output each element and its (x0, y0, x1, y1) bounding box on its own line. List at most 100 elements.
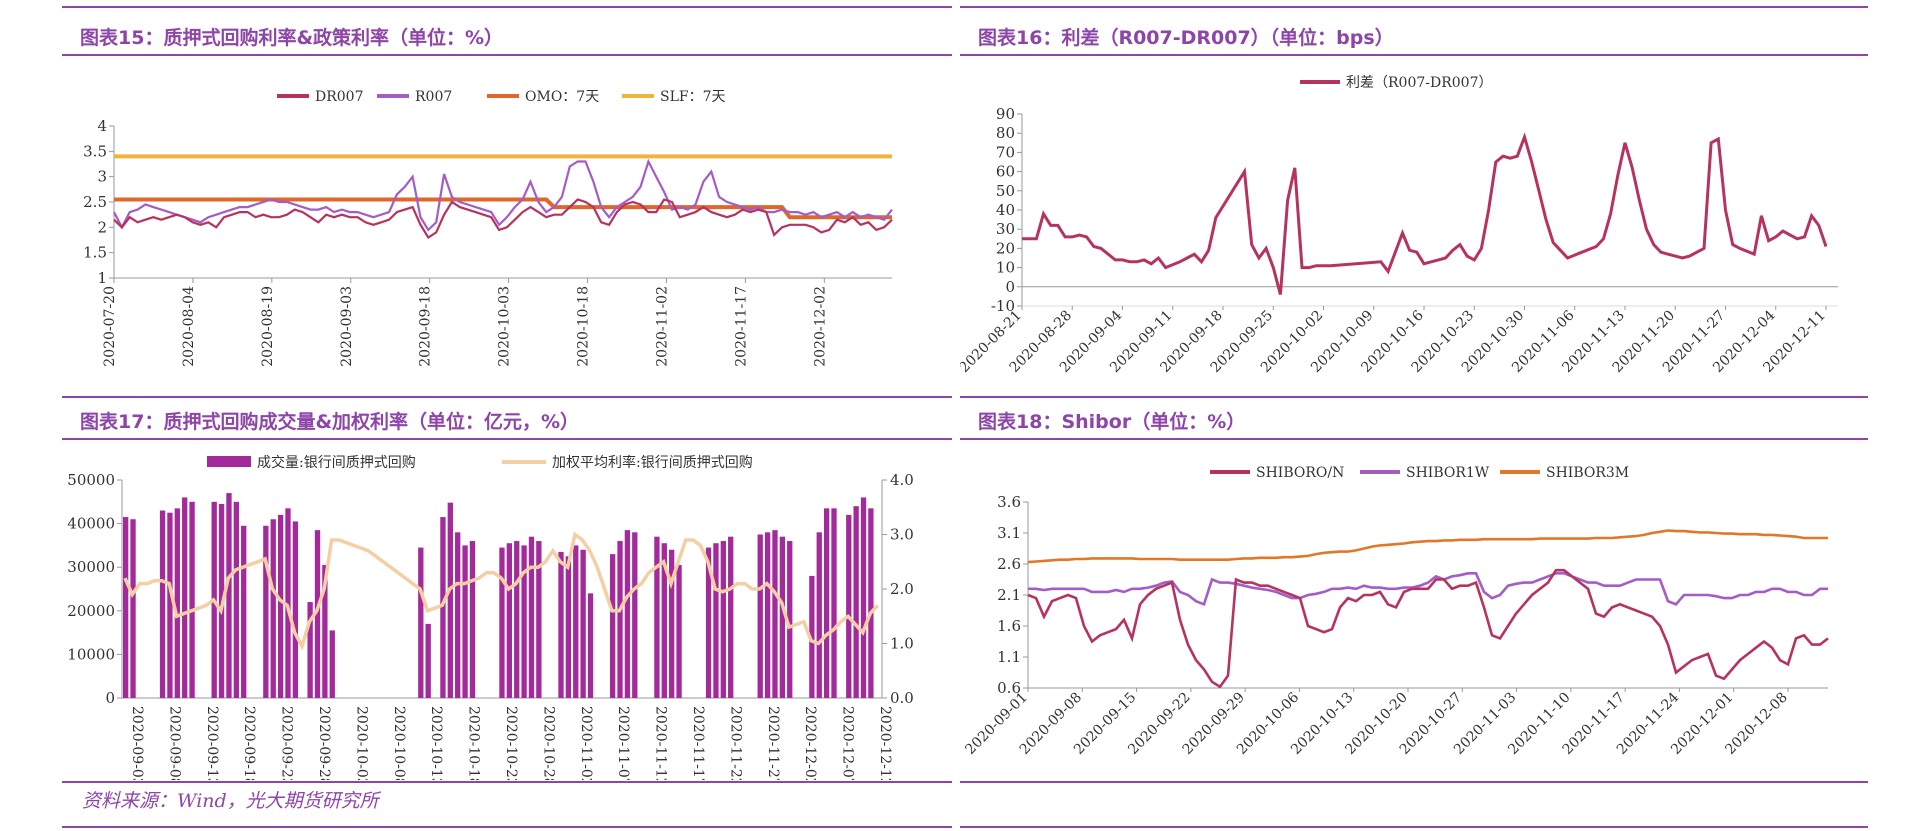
chart-17-bar (506, 543, 513, 698)
chart-16-legend-0-label: 利差（R007-DR007） (1346, 75, 1492, 91)
chart-17-bar (263, 525, 269, 698)
chart-17-bar (241, 525, 247, 698)
chart-17-xtick-label: 2020-09-03 (129, 706, 145, 780)
chart-17-bar (277, 514, 284, 698)
mid-rule-right (960, 396, 1868, 398)
chart-17-bar (189, 501, 195, 698)
chart-17-bar (314, 530, 321, 698)
chart-17-xtick-label: 2020-10-18 (466, 706, 482, 780)
chart-17-bar (462, 545, 468, 698)
chart-17-bar (757, 534, 763, 698)
footer-rule-right (960, 826, 1868, 828)
top-rule-right (960, 6, 1868, 8)
chart-17-bar (868, 508, 874, 698)
chart-17-bar (469, 541, 476, 698)
chart-15-series-1 (113, 158, 893, 232)
chart-17-yr-tick-label: 2.0 (890, 580, 914, 598)
chart-17-xtick-label: 2020-11-07 (615, 706, 631, 780)
chart-17-xtick-label: 2020-09-08 (166, 706, 182, 780)
chart-16-title: 图表16：利差（R007-DR007）（单位：bps） (978, 27, 1394, 49)
chart-17-xtick-label: 2020-11-02 (578, 706, 594, 780)
chart-17-bar (816, 532, 822, 698)
chart-17-title-rule (62, 438, 952, 440)
chart-17-bar (654, 536, 660, 698)
chart-17-bar (587, 593, 594, 698)
chart-15-y-tick-label: 1.5 (83, 244, 107, 262)
chart-17-bar (292, 521, 299, 698)
chart-17-title: 图表17：质押式回购成交量&加权利率（单位：亿元，%） (80, 411, 580, 433)
chart-15-y-tick-label: 3 (97, 168, 107, 186)
chart-16-y-tick-label: 50 (996, 182, 1015, 200)
chart-17-bottom-rule (62, 781, 952, 783)
chart-18-series-1 (1028, 572, 1828, 607)
chart-17-bar (226, 493, 232, 698)
chart-17-bar (720, 541, 726, 698)
chart-15-svg: DR007 R007 OMO：7天 SLF：7天43.532.521.512020-0… (83, 89, 893, 367)
chart-17-bar (764, 532, 771, 698)
chart-17-xtick-label: 2020-10-08 (391, 706, 407, 780)
chart-18-y-tick-label: 0.6 (997, 679, 1021, 697)
chart-18-legend-0-label: SHIBORO/N (1256, 465, 1344, 481)
panel-chart-18: 图表18：Shibor（单位：%） SHIBORO/N SHIBOR1W SHIBO… (960, 398, 1868, 786)
chart-17-bar (705, 547, 712, 698)
chart-17-xtick-label: 2020-12-12 (877, 706, 893, 780)
chart-17-bar (823, 508, 830, 698)
chart-17-bar (285, 508, 291, 698)
chart-16-y-tick-label: -10 (991, 297, 1015, 315)
chart-17-yl-tick-label: 20000 (67, 602, 115, 620)
chart-17-xtick-label: 2020-09-18 (241, 706, 257, 780)
panel-chart-15: 图表15：质押式回购利率&政策利率（单位：%） DR007 R007 OMO：7天 S… (62, 8, 952, 396)
mid-rule-left (62, 396, 952, 398)
chart-17-bar (167, 512, 173, 698)
chart-16-y-tick-label: 80 (996, 124, 1015, 142)
chart-18-y-tick-label: 3.6 (997, 493, 1021, 511)
chart-16-y-tick-label: 40 (996, 201, 1015, 219)
chart-17-bar (521, 545, 527, 698)
chart-17-bar (536, 541, 542, 698)
chart-15-y-tick-label: 2 (97, 218, 107, 236)
chart-17-bar (661, 543, 667, 698)
chart-17-xtick-label: 2020-10-23 (503, 706, 519, 780)
chart-15-y-tick-label: 4 (97, 117, 107, 135)
panel-chart-17: 图表17：质押式回购成交量&加权利率（单位：亿元，%） 成交量:银行间质押式回购… (62, 398, 952, 786)
chart-17-bar (676, 565, 682, 698)
chart-17-bar (846, 514, 852, 698)
chart-15-xtick-label: 2020-12-02 (812, 286, 828, 367)
chart-17-yl-tick-label: 40000 (67, 515, 115, 533)
chart-17-yl-tick-label: 0 (105, 689, 115, 707)
chart-17-bar (455, 532, 461, 698)
chart-17-legend-0-label: 成交量:银行间质押式回购 (257, 454, 416, 471)
chart-17-bar (624, 530, 631, 698)
chart-15-series-2 (114, 197, 892, 220)
panel-chart-16: 图表16：利差（R007-DR007）（单位：bps） 利差（R007-DR00… (960, 8, 1868, 396)
chart-17-bar (307, 602, 313, 698)
chart-17-bar (772, 530, 778, 698)
chart-15-xtick-label: 2020-08-19 (260, 286, 276, 367)
chart-17-xtick-label: 2020-11-27 (765, 706, 781, 780)
chart-17-yl-tick-label: 10000 (67, 645, 115, 663)
chart-17-bar (617, 541, 623, 698)
chart-17-legend-1-label: 加权平均利率:银行间质押式回购 (552, 454, 753, 471)
chart-17-xtick-label: 2020-09-13 (204, 706, 220, 780)
chart-17-bar (632, 532, 638, 698)
chart-17-bar (728, 536, 734, 698)
chart-15-y-tick-label: 2.5 (83, 193, 107, 211)
chart-15-xtick-label: 2020-10-18 (576, 286, 592, 367)
chart-17-xtick-label: 2020-10-03 (353, 706, 369, 780)
chart-17-bar (558, 551, 564, 698)
chart-17-legend-0-swatch (207, 456, 251, 467)
chart-16-series-0 (1022, 132, 1828, 295)
chart-17-yl-tick-label: 30000 (67, 558, 115, 576)
chart-17-bar (233, 501, 239, 698)
chart-18-y-tick-label: 2.6 (997, 555, 1021, 573)
chart-17-bar (130, 519, 136, 698)
chart-18-legend-2-label: SHIBOR3M (1546, 465, 1629, 481)
chart-15-title-rule (62, 54, 952, 56)
chart-15-xtick-label: 2020-10-03 (497, 286, 513, 367)
chart-18-svg: SHIBORO/N SHIBOR1W SHIBOR3M 3.6 3.1 2.6 2.1 1.6… (962, 465, 1829, 758)
chart-18-y-tick-label: 3.1 (997, 524, 1021, 542)
chart-18-bottom-rule (960, 781, 1868, 783)
chart-17-xtick-label: 2020-11-17 (690, 706, 706, 780)
chart-17-yr-tick-label: 0.0 (890, 689, 914, 707)
chart-16-y-tick-label: 20 (996, 239, 1015, 257)
